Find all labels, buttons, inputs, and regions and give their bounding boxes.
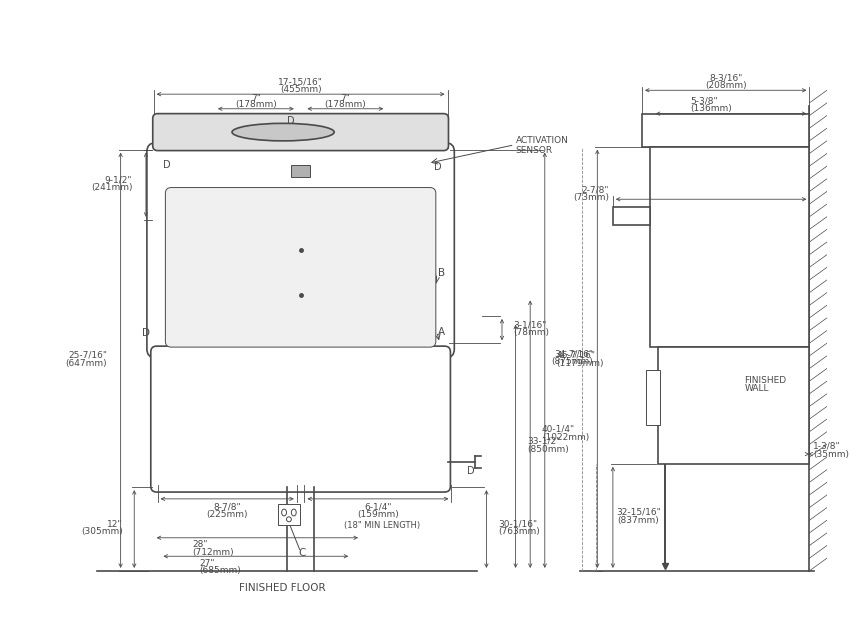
FancyBboxPatch shape xyxy=(147,143,454,358)
Text: (159mm): (159mm) xyxy=(357,510,399,519)
Text: (136mm): (136mm) xyxy=(691,104,733,113)
Text: 5-3/8": 5-3/8" xyxy=(691,96,718,105)
Text: D: D xyxy=(163,160,171,170)
Text: (850mm): (850mm) xyxy=(527,445,569,454)
Ellipse shape xyxy=(232,123,334,141)
Text: (763mm): (763mm) xyxy=(498,527,540,536)
Text: (178mm): (178mm) xyxy=(325,100,366,110)
Text: 8-3/16": 8-3/16" xyxy=(709,73,742,82)
Text: 12": 12" xyxy=(107,520,122,529)
Text: (455mm): (455mm) xyxy=(280,85,321,94)
Text: 27": 27" xyxy=(200,559,215,568)
Text: 9-1/2": 9-1/2" xyxy=(105,175,133,185)
Text: 7": 7" xyxy=(340,94,350,103)
Text: 40-1/4": 40-1/4" xyxy=(541,425,575,434)
Text: (78mm): (78mm) xyxy=(513,328,550,337)
FancyBboxPatch shape xyxy=(153,113,449,151)
Text: 17-15/16": 17-15/16" xyxy=(278,77,323,86)
Text: (685mm): (685mm) xyxy=(200,566,241,575)
Text: 8-7/8": 8-7/8" xyxy=(213,502,241,511)
Text: FINISHED: FINISHED xyxy=(745,375,786,385)
Text: 3-1/16": 3-1/16" xyxy=(513,320,547,329)
Text: (225mm): (225mm) xyxy=(207,510,248,519)
Text: B: B xyxy=(438,268,445,278)
Text: (208mm): (208mm) xyxy=(705,81,746,90)
Text: 6-1/4": 6-1/4" xyxy=(364,502,392,511)
Text: 32-15/16": 32-15/16" xyxy=(617,508,661,517)
Text: 2-7/8": 2-7/8" xyxy=(581,185,609,194)
FancyBboxPatch shape xyxy=(166,188,436,347)
Ellipse shape xyxy=(286,517,292,522)
Ellipse shape xyxy=(292,509,297,516)
Text: D: D xyxy=(467,466,474,476)
Text: (241mm): (241mm) xyxy=(91,183,133,192)
Text: (875mm): (875mm) xyxy=(552,357,593,366)
Text: 25-7/16": 25-7/16" xyxy=(68,351,107,360)
FancyBboxPatch shape xyxy=(150,346,450,492)
Text: C: C xyxy=(298,548,305,558)
Text: 1-3/8": 1-3/8" xyxy=(813,442,841,451)
Text: ACTIVATION: ACTIVATION xyxy=(516,136,569,146)
Text: (712mm): (712mm) xyxy=(193,548,235,557)
Text: 30-1/16": 30-1/16" xyxy=(498,520,537,529)
Bar xyxy=(658,347,809,464)
Ellipse shape xyxy=(281,509,286,516)
Bar xyxy=(642,113,809,147)
Text: 33-1/2": 33-1/2" xyxy=(527,437,560,446)
Text: 46-7/16": 46-7/16" xyxy=(557,351,596,360)
Bar xyxy=(291,165,310,177)
Text: (1022mm): (1022mm) xyxy=(541,433,589,442)
Text: WALL: WALL xyxy=(745,384,768,394)
Text: FINISHED FLOOR: FINISHED FLOOR xyxy=(239,583,326,593)
Text: 34-7/16": 34-7/16" xyxy=(554,350,593,358)
Bar xyxy=(613,207,650,224)
Text: (18" MIN LENGTH): (18" MIN LENGTH) xyxy=(343,520,420,530)
Bar xyxy=(278,504,300,525)
Text: (35mm): (35mm) xyxy=(813,450,849,459)
Text: (73mm): (73mm) xyxy=(573,193,609,202)
Text: 28": 28" xyxy=(193,540,208,549)
Text: (1179mm): (1179mm) xyxy=(557,358,604,368)
Text: (305mm): (305mm) xyxy=(81,527,122,536)
Text: D: D xyxy=(142,328,150,338)
Bar xyxy=(650,147,809,347)
Text: 7": 7" xyxy=(251,94,261,103)
Text: D: D xyxy=(287,117,295,127)
Text: (647mm): (647mm) xyxy=(65,358,107,368)
Text: A: A xyxy=(438,326,445,336)
Text: D: D xyxy=(434,162,441,172)
Bar xyxy=(646,370,660,425)
Text: SENSOR: SENSOR xyxy=(516,146,552,155)
Text: (837mm): (837mm) xyxy=(617,516,659,525)
Text: (178mm): (178mm) xyxy=(235,100,277,110)
